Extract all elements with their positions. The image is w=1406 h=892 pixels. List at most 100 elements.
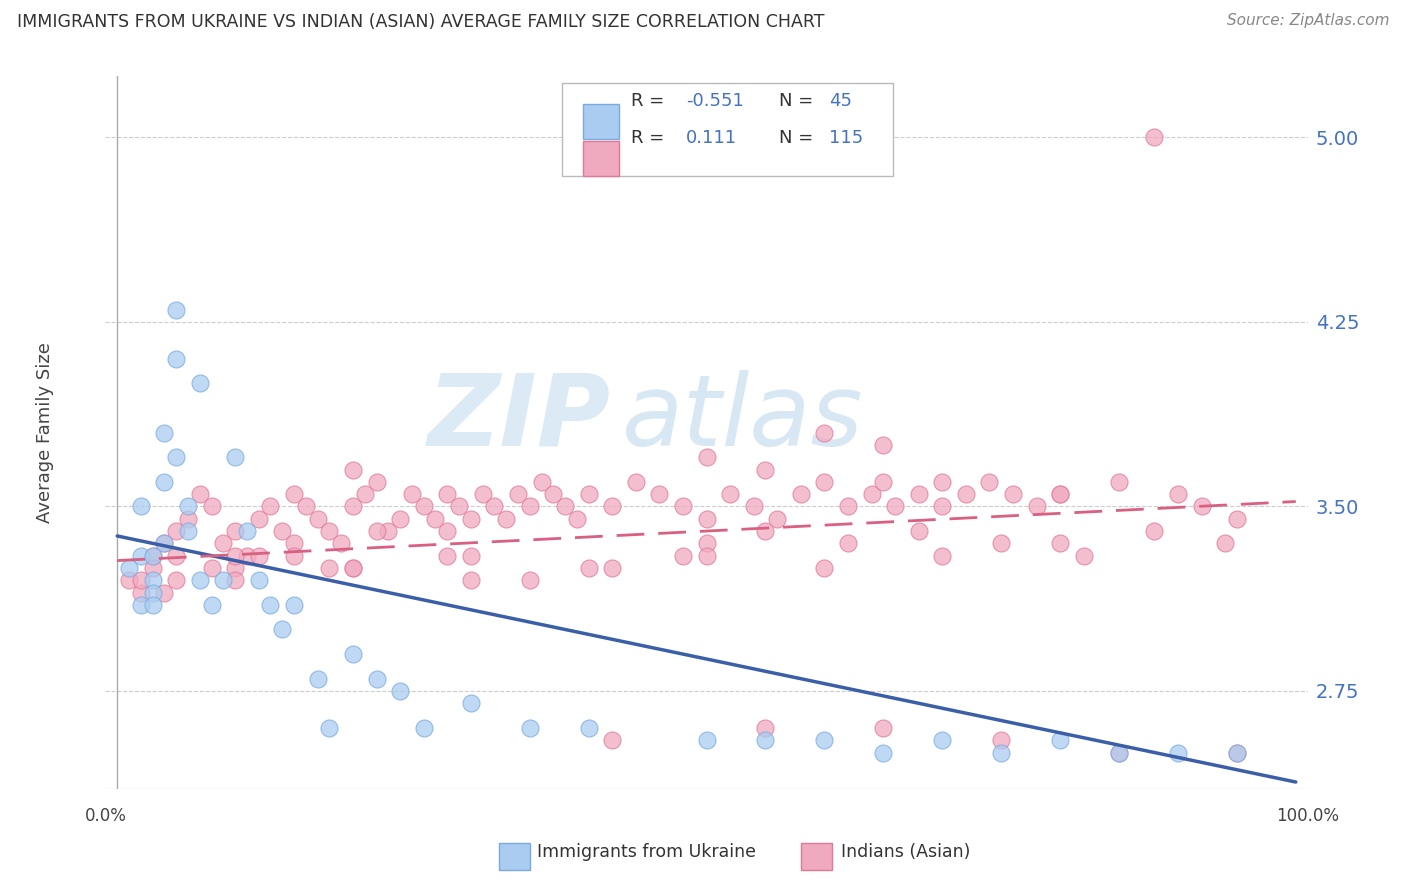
Point (153, 425, 176, 440)
Point (283, 598, 305, 612)
Point (955, 487, 977, 501)
Point (519, 721, 541, 735)
Point (872, 746, 894, 760)
Point (236, 549, 259, 563)
Point (200, 561, 222, 575)
Text: R =: R = (631, 129, 669, 147)
Point (1025, 500, 1047, 514)
Point (519, 574, 541, 588)
Point (224, 574, 246, 588)
Text: atlas: atlas (623, 370, 865, 467)
Point (188, 487, 211, 501)
Point (872, 438, 894, 452)
Text: Immigrants from Ukraine: Immigrants from Ukraine (537, 843, 756, 861)
Point (600, 733, 623, 747)
Point (142, 585, 165, 599)
Text: 45: 45 (830, 92, 852, 111)
Point (1226, 746, 1249, 760)
Point (165, 524, 187, 538)
Point (165, 574, 187, 588)
Point (696, 450, 718, 465)
Bar (582, 142, 619, 176)
Point (860, 487, 883, 501)
Point (307, 512, 329, 526)
Point (1143, 524, 1166, 538)
Point (129, 585, 152, 599)
Point (259, 500, 281, 514)
Point (1049, 536, 1071, 550)
Point (696, 536, 718, 550)
Point (884, 500, 907, 514)
Point (142, 549, 165, 563)
Point (389, 684, 412, 698)
Point (153, 585, 176, 599)
Point (506, 487, 529, 501)
Point (212, 536, 235, 550)
Text: 0.0%: 0.0% (84, 807, 127, 825)
Point (1049, 487, 1071, 501)
Point (330, 536, 353, 550)
Point (188, 376, 211, 391)
Point (165, 302, 187, 317)
Point (342, 561, 364, 575)
Point (389, 512, 412, 526)
Point (907, 487, 929, 501)
Point (224, 561, 246, 575)
Point (990, 746, 1012, 760)
Point (1167, 487, 1189, 501)
Point (1191, 500, 1213, 514)
Point (672, 549, 695, 563)
Point (696, 549, 718, 563)
Point (554, 500, 576, 514)
Text: Source: ZipAtlas.com: Source: ZipAtlas.com (1226, 13, 1389, 29)
Point (366, 524, 388, 538)
Point (718, 487, 741, 501)
Text: N =: N = (779, 92, 818, 111)
Point (1049, 733, 1071, 747)
Point (931, 500, 953, 514)
Text: 100.0%: 100.0% (1277, 807, 1339, 825)
Point (578, 561, 600, 575)
Point (979, 475, 1001, 489)
Point (754, 733, 776, 747)
Point (153, 536, 176, 550)
Text: 0.111: 0.111 (686, 129, 737, 147)
Point (412, 721, 434, 735)
Point (1108, 746, 1130, 760)
Point (259, 598, 281, 612)
Point (837, 536, 859, 550)
Point (318, 561, 340, 575)
Point (624, 475, 647, 489)
Text: N =: N = (779, 129, 818, 147)
Point (837, 500, 859, 514)
Point (271, 524, 294, 538)
Point (153, 536, 176, 550)
Point (165, 351, 187, 366)
Point (578, 721, 600, 735)
Point (366, 475, 388, 489)
Point (188, 574, 211, 588)
FancyBboxPatch shape (562, 83, 893, 176)
Point (318, 721, 340, 735)
Point (872, 475, 894, 489)
Text: -0.551: -0.551 (686, 92, 744, 111)
Point (754, 524, 776, 538)
Point (766, 512, 789, 526)
Point (153, 475, 176, 489)
Text: IMMIGRANTS FROM UKRAINE VS INDIAN (ASIAN) AVERAGE FAMILY SIZE CORRELATION CHART: IMMIGRANTS FROM UKRAINE VS INDIAN (ASIAN… (17, 13, 824, 31)
Point (813, 733, 835, 747)
Point (754, 462, 776, 476)
Point (295, 500, 318, 514)
Point (471, 487, 494, 501)
Point (1108, 475, 1130, 489)
Point (247, 574, 270, 588)
Point (366, 672, 388, 686)
Text: Average Family Size: Average Family Size (37, 343, 55, 523)
Text: 115: 115 (830, 129, 863, 147)
Point (519, 500, 541, 514)
Text: Indians (Asian): Indians (Asian) (841, 843, 970, 861)
Point (1226, 746, 1249, 760)
Point (460, 549, 482, 563)
Point (436, 549, 458, 563)
Point (696, 733, 718, 747)
